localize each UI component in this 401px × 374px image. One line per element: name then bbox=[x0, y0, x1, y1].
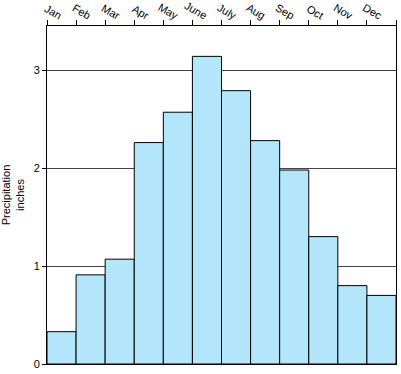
svg-text:2: 2 bbox=[34, 162, 40, 174]
svg-text:1: 1 bbox=[34, 260, 40, 272]
svg-text:June: June bbox=[183, 0, 210, 22]
svg-text:Precipitationinches: Precipitationinches bbox=[0, 165, 26, 226]
svg-text:Aug: Aug bbox=[244, 1, 267, 21]
svg-text:July: July bbox=[215, 1, 238, 21]
svg-text:0: 0 bbox=[34, 358, 40, 370]
svg-text:Sep: Sep bbox=[274, 1, 297, 21]
svg-text:Feb: Feb bbox=[70, 2, 92, 22]
svg-text:May: May bbox=[156, 1, 180, 22]
svg-text:3: 3 bbox=[34, 64, 40, 76]
svg-text:Nov: Nov bbox=[332, 1, 355, 21]
svg-text:Mar: Mar bbox=[100, 2, 123, 22]
svg-text:Oct: Oct bbox=[305, 3, 326, 22]
svg-text:Jan: Jan bbox=[42, 2, 63, 21]
svg-text:Dec: Dec bbox=[361, 1, 384, 21]
svg-text:Apr: Apr bbox=[130, 3, 151, 22]
